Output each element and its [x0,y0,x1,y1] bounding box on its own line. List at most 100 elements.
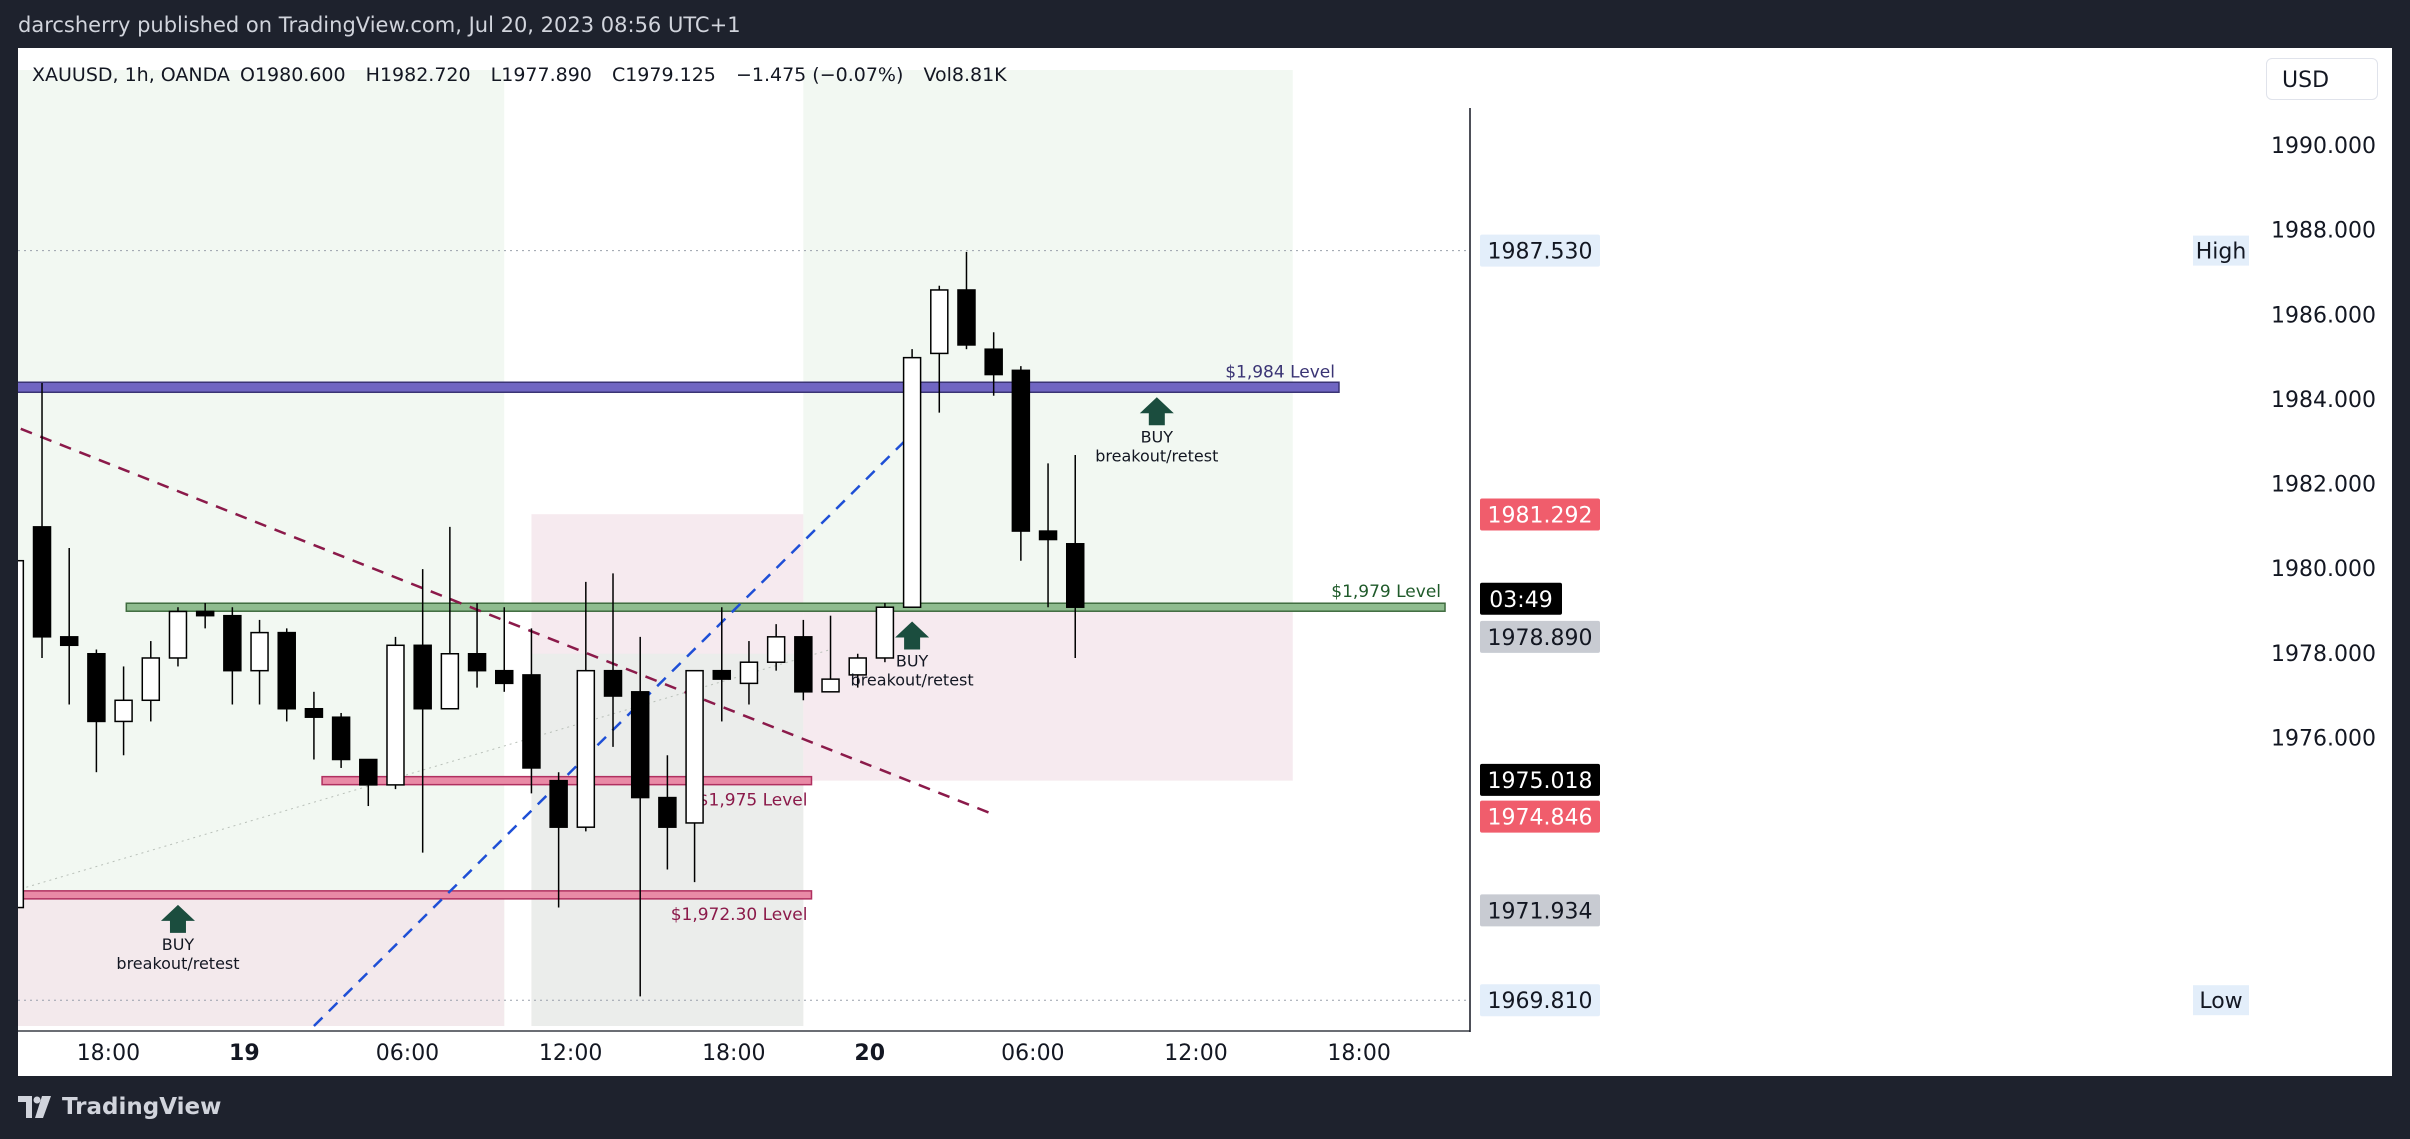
pink-zone-left [18,899,505,1026]
tradingview-logo[interactable]: TradingView [18,1094,221,1120]
candle-body-21 [576,669,596,828]
ohlc-high: H1982.720 [365,64,471,86]
candle-body-12 [331,716,351,761]
grey-low-badge-value: 1971.934 [1488,899,1593,924]
candle-body-29 [794,636,813,693]
high-badge-label: High [2196,240,2247,265]
y-tick-0: 1990.000 [2271,134,2376,159]
high-badge-label-bg [2193,235,2249,266]
ohlc-open: O1980.600 [239,64,346,86]
green-zone-left [18,70,505,1026]
high-badge [1480,234,1600,267]
candle-body-11 [304,707,324,718]
bid-badge [1480,498,1600,531]
ohlc-low: L1977.890 [490,64,592,86]
candle-body-3 [87,653,106,723]
low-badge-label: Low [2199,989,2242,1014]
last-close-badge [1480,620,1600,653]
candle-body-30 [821,678,840,693]
candle-body-0 [18,559,25,909]
candle-body-8 [223,614,242,672]
low-badge [1480,984,1600,1017]
y-tick-7: 1976.000 [2271,726,2376,751]
top-bar: darcsherry published on TradingView.com,… [0,0,2410,48]
last-close-badge-value: 1978.890 [1488,626,1593,651]
downtrend-line [18,426,995,816]
symbol-name: XAUUSD, 1h, OANDA [32,64,230,86]
x-tick-1: 19 [229,1041,260,1066]
buy-arrow-icon-0 [160,904,195,933]
candle-body-7 [195,610,215,617]
candle-body-22 [603,669,623,697]
candle-body-28 [766,636,786,663]
y-tick-3: 1984.000 [2271,388,2376,413]
bid-low-badge-value: 1974.846 [1488,806,1593,831]
x-tick-8: 18:00 [1327,1041,1390,1066]
buy-marker-text-0: breakout/retest [116,954,239,973]
level-1979-label: $1,979 Level [1331,582,1441,602]
ask-badge-value: 1975.018 [1488,769,1593,794]
candle-body-19 [522,674,541,769]
ohlc-close: C1979.125 [611,64,716,86]
high-badge-value: 1987.530 [1488,240,1593,265]
candle-body-2 [59,636,79,647]
bid-badge-value: 1981.292 [1488,503,1593,528]
y-tick-5: 1980.000 [2271,557,2376,582]
candle-body-18 [495,669,514,685]
candle-body-27 [739,661,759,685]
volume: Vol8.81K [923,64,1007,86]
currency-button[interactable]: USD [2266,58,2378,100]
buy-marker-title-1: BUY [896,651,929,670]
candle-body-6 [168,610,188,659]
bottom-bar [0,1076,2410,1139]
candle-body-38 [1038,530,1058,541]
low-badge-value: 1969.810 [1488,989,1593,1014]
candle-body-33 [902,356,922,608]
buy-marker-text-2: breakout/retest [1095,446,1218,465]
candle-body-31 [848,657,867,676]
price-axis-bg [1470,48,2392,1076]
x-tick-0: 18:00 [77,1041,140,1066]
level-1979 [125,602,1446,612]
y-tick-1: 1988.000 [2271,219,2376,244]
y-tick-2: 1986.000 [2271,303,2376,328]
candlestick-chart[interactable]: $1,984 Level $1,979 Level $1,975 Level $1,9… [18,48,2392,1076]
candle-body-5 [141,657,161,702]
y-tick-6: 1978.000 [2271,642,2376,667]
publisher-line: darcsherry published on TradingView.com,… [18,13,741,37]
countdown-badge-value: 03:49 [1489,588,1552,613]
chart-panel[interactable]: $1,984 Level $1,979 Level $1,975 Level $1,9… [18,48,2392,1076]
level-1975-label: $1,975 Level [698,791,808,811]
level-1984-label: $1,984 Level [1225,362,1335,382]
x-tick-5: 20 [854,1041,885,1066]
x-tick-6: 06:00 [1001,1041,1064,1066]
buy-marker-title-2: BUY [1141,427,1174,446]
countdown-badge [1480,582,1562,615]
time-axis-bg [18,1032,2392,1076]
buy-arrow-icon-1 [895,621,930,650]
candle-body-13 [359,758,378,786]
candle-body-17 [467,653,487,672]
candle-body-39 [1065,543,1085,608]
candle-body-23 [630,691,650,799]
ask-badge [1480,763,1600,796]
buy-marker-title-0: BUY [162,935,195,954]
level-1972-label: $1,972.30 Level [671,905,808,925]
candle-body-16 [440,653,460,710]
low-badge-label-bg [2193,985,2249,1016]
price-change: −1.475 (−0.07%) [735,64,904,86]
candle-body-9 [250,631,269,672]
candle-body-15 [413,644,432,710]
buy-arrow-icon-2 [1139,397,1174,426]
candle-body-36 [984,348,1003,376]
candle-body-25 [685,669,704,824]
candle-body-10 [277,631,296,710]
buy-marker-text-1: breakout/retest [851,670,974,689]
x-tick-4: 18:00 [702,1041,765,1066]
candle-body-20 [549,779,568,828]
grey-low-badge [1480,894,1600,927]
tradingview-logo-text: TradingView [62,1094,222,1120]
candle-body-1 [32,526,52,638]
candle-body-32 [875,606,895,659]
bid-low-badge [1480,800,1600,833]
